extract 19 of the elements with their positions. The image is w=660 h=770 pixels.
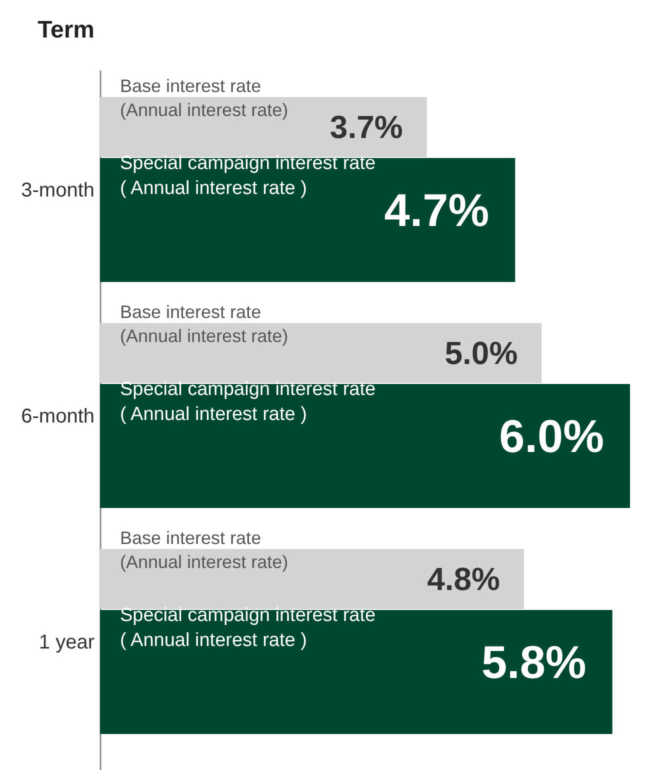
text: Special campaign interest rate ( Annual interest rate ) <box>120 605 376 651</box>
y-axis-title: Term <box>38 16 94 44</box>
bar <box>100 549 524 609</box>
text: Base interest rate (Annual interest rate) <box>120 528 288 572</box>
data-label: 4.7% <box>384 184 490 236</box>
series-label: Base interest rate (Annual interest rate) <box>120 76 288 120</box>
text: Base interest rate (Annual interest rate) <box>120 302 288 346</box>
text: Special campaign interest rate ( Annual interest rate ) <box>120 379 376 425</box>
y-tick-label: 6-month <box>21 406 94 428</box>
data-label: 5.0% <box>444 335 518 371</box>
bar <box>100 97 427 157</box>
data-label: 4.8% <box>427 561 500 597</box>
data-label: 6.0% <box>499 410 604 462</box>
series-label: Special campaign interest rate ( Annual interest rate ) <box>120 153 376 199</box>
data-label: 5.8% <box>481 636 586 688</box>
data-label: 3.7% <box>330 109 403 145</box>
y-tick-label: 3-month <box>21 180 94 202</box>
y-tick-label: 1 year <box>38 632 95 654</box>
bar <box>100 323 542 383</box>
